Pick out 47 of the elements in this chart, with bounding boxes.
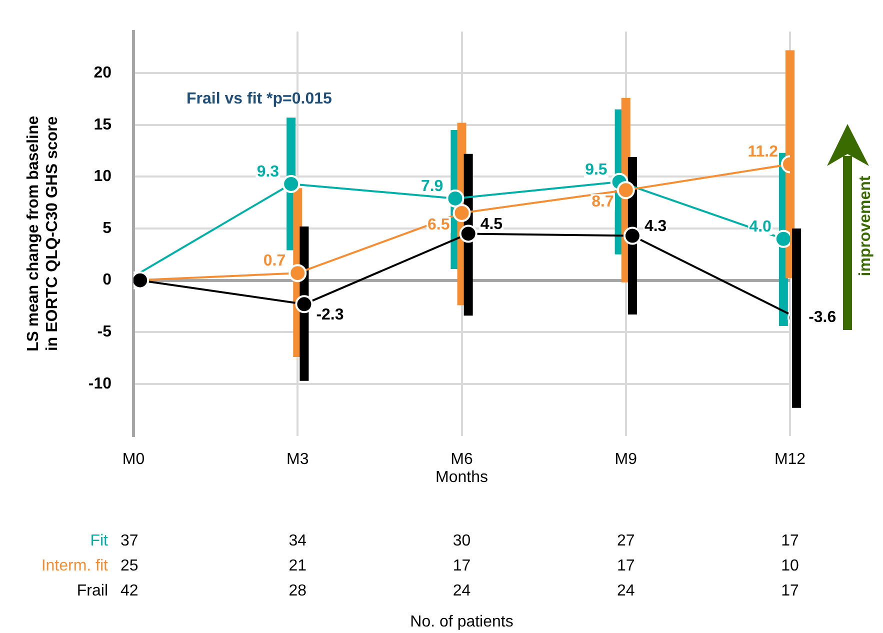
text: 17 [781,532,799,550]
y-tick-label: 20 [94,64,112,82]
text: 34 [288,532,307,550]
data-label: -3.6 [808,309,836,326]
text: Interm. fit [41,557,109,574]
data-label: 4.3 [644,218,667,236]
text: 28 [288,582,307,600]
text: 30 [452,532,471,550]
text: 17 [781,582,799,600]
text: 24 [616,582,635,600]
y-tick-label: 0 [102,272,112,289]
data-label: 6.5 [428,216,450,234]
data-label: -2.3 [316,306,344,324]
text: 27 [616,532,635,550]
x-tick-label: M3 [286,450,309,468]
text: 10 [781,557,799,574]
data-label: 4.5 [480,216,503,234]
text: 42 [120,582,138,600]
data-label: 0.7 [263,252,286,270]
y-axis-title: LS mean change from baseline in EORTC QLQ-C30 GHS score [25,116,62,352]
text: 25 [120,557,138,574]
x-tick-label: M12 [774,450,806,468]
text: improvement [857,174,875,278]
y-tick-label: -10 [88,375,112,392]
text: 17 [452,557,471,574]
data-label: 9.5 [585,161,608,178]
text: Frail [76,582,108,600]
y-tick-label: -5 [97,324,112,341]
text: 21 [288,557,307,574]
text: No. of patients [410,613,514,630]
data-label: 8.7 [592,194,614,211]
y-tick-label: 5 [102,220,112,237]
y-tick-label: 10 [94,168,112,186]
x-axis-title: Months [436,469,488,486]
annotation: Frail vs fit *p=0.015 [186,90,332,108]
x-tick-label: M6 [450,450,473,468]
text: 17 [616,557,635,574]
text: Fit [90,532,109,550]
x-tick-label: M0 [122,450,145,468]
data-label: 11.2 [748,144,778,161]
y-tick-label: 15 [94,116,112,134]
data-label: 9.3 [256,163,280,180]
text: 24 [452,582,471,600]
text: 37 [120,532,138,550]
x-tick-label: M9 [614,450,638,468]
data-label: 4.0 [749,218,772,236]
data-label: 7.9 [420,178,444,195]
